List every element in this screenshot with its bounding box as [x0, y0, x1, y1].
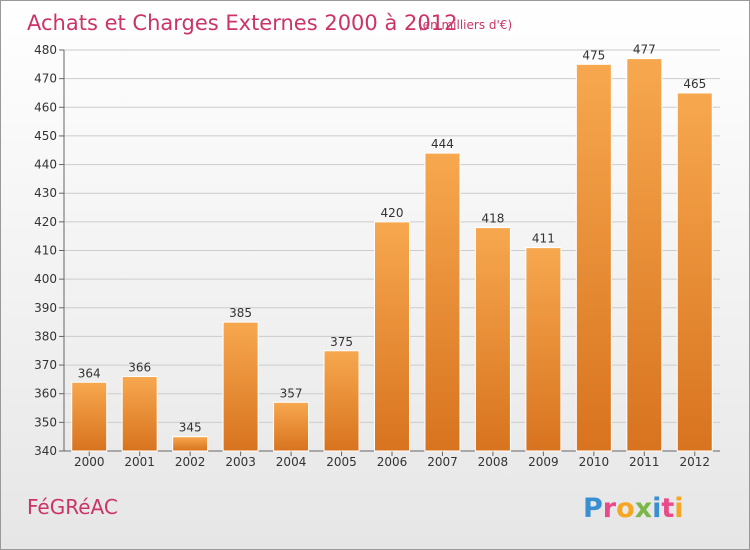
bar-2008: [474, 227, 511, 452]
data-label-2006: 420: [381, 206, 404, 220]
y-tick-label: 480: [34, 43, 57, 57]
x-tick-label: 2003: [225, 455, 256, 469]
x-tick-label: 2006: [377, 455, 408, 469]
y-tick-label: 390: [34, 301, 57, 315]
data-label-2004: 357: [280, 386, 303, 400]
y-tick-labels: 340 350 360 370 380 390 400 410 420 430 440 450 460 4…: [34, 43, 57, 458]
bar-2010: [575, 63, 612, 452]
data-label-2010: 475: [582, 48, 605, 62]
x-tick-label: 2011: [629, 455, 660, 469]
data-label-2011: 477: [633, 43, 656, 57]
chart-title: Achats et Charges Externes 2000 à 2012: [27, 11, 457, 35]
x-tick-label: 2001: [124, 455, 155, 469]
data-label-2009: 411: [532, 232, 555, 246]
y-tick-label: 350: [34, 415, 57, 429]
x-tick-label: 2000: [74, 455, 105, 469]
bars: [71, 58, 713, 452]
x-tick-label: 2005: [326, 455, 357, 469]
y-tick-label: 430: [34, 186, 57, 200]
x-tick-label: 2004: [276, 455, 307, 469]
bar-2011: [626, 58, 663, 452]
logo-letter: i: [652, 493, 661, 524]
y-tick-label: 360: [34, 387, 57, 401]
bar-2001: [121, 376, 158, 452]
data-label-2005: 375: [330, 335, 353, 349]
bar-2002: [172, 436, 209, 452]
logo-letter: r: [603, 493, 617, 524]
bar-2009: [525, 247, 562, 452]
bar-2005: [323, 350, 360, 452]
y-tick-label: 380: [34, 329, 57, 343]
logo-letter: i: [674, 493, 683, 524]
data-labels: 364 366 345 385 357 375 420 444 418 411 475 477 465: [78, 43, 706, 435]
data-label-2012: 465: [683, 77, 706, 91]
logo-letter: t: [661, 493, 674, 524]
data-label-2003: 385: [229, 306, 252, 320]
x-tick-label: 2010: [579, 455, 610, 469]
y-tick-label: 460: [34, 100, 57, 114]
proxiti-logo[interactable]: Proxiti: [583, 493, 684, 524]
x-tick-label: 2012: [679, 455, 710, 469]
data-label-2000: 364: [78, 366, 101, 380]
bar-2006: [374, 221, 410, 452]
x-tick-label: 2002: [175, 455, 206, 469]
bar-2004: [273, 401, 310, 452]
data-label-2002: 345: [179, 421, 202, 435]
x-tick-labels: 2000 2001 2002 2003 2004 2005 2006 2007 2008 2009…: [74, 455, 710, 469]
y-tick-label: 420: [34, 215, 57, 229]
data-label-2001: 366: [128, 361, 151, 375]
y-tick-label: 400: [34, 272, 57, 286]
data-label-2007: 444: [431, 137, 454, 151]
logo-letter: o: [616, 493, 635, 524]
y-tick-label: 470: [34, 72, 57, 86]
y-tick-label: 410: [34, 244, 57, 258]
data-label-2008: 418: [481, 212, 504, 226]
y-tick-label: 440: [34, 158, 57, 172]
bar-2012: [676, 92, 713, 452]
chart-subtitle: (en milliers d'€): [418, 18, 512, 32]
bar-2003: [222, 321, 259, 452]
logo-letter: x: [635, 493, 652, 524]
bar-2007: [424, 152, 461, 452]
y-tick-label: 450: [34, 129, 57, 143]
logo-letter: P: [583, 493, 603, 524]
x-tick-label: 2007: [427, 455, 458, 469]
commune-name: FéGRéAC: [27, 495, 118, 519]
x-tick-label: 2008: [478, 455, 509, 469]
y-tick-label: 340: [34, 444, 57, 458]
y-tick-label: 370: [34, 358, 57, 372]
bar-2000: [71, 381, 108, 452]
x-tick-label: 2009: [528, 455, 559, 469]
